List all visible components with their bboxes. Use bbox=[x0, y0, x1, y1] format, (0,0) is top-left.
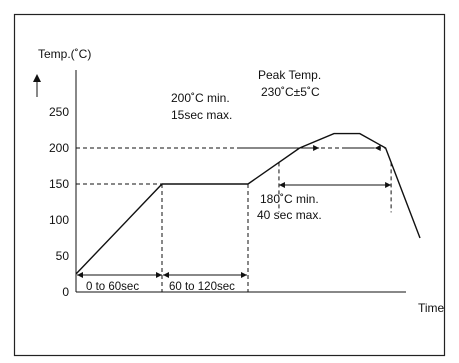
chart-border bbox=[13, 13, 446, 357]
above180-duration-arrow-head-left bbox=[278, 182, 285, 188]
guide-lines bbox=[76, 147, 392, 292]
above200-label-line2: 15sec max. bbox=[171, 108, 232, 122]
above180-label-line2: 40 sec max. bbox=[257, 208, 322, 222]
duration-markers bbox=[77, 145, 392, 278]
x-axis-label: Time bbox=[418, 301, 445, 315]
peak-label-line2: 230˚C±5˚C bbox=[261, 85, 320, 99]
y-tick-label: 100 bbox=[49, 213, 69, 227]
soak-duration-arrow-head-left bbox=[163, 272, 169, 278]
above200-arrow-left-head bbox=[313, 145, 320, 151]
above180-label-line1: 180˚C min. bbox=[260, 192, 319, 206]
y-tick-label: 150 bbox=[49, 177, 69, 191]
preheat-duration-arrow-head-left bbox=[77, 272, 83, 278]
preheat-duration-arrow-head-right bbox=[156, 272, 162, 278]
soak-time-label: 60 to 120sec bbox=[169, 281, 235, 293]
y-tick-label: 200 bbox=[49, 141, 69, 155]
soak-duration-arrow-head-right bbox=[241, 272, 247, 278]
preheat-time-label: 0 to 60sec bbox=[86, 281, 139, 293]
profile-series bbox=[75, 132, 421, 275]
y-axis-label: Temp.(˚C) bbox=[38, 47, 91, 61]
peak-label-line1: Peak Temp. bbox=[258, 68, 321, 82]
profile-line bbox=[75, 132, 421, 275]
above200-arrow-right-head bbox=[374, 145, 381, 151]
y-tick-label: 50 bbox=[56, 249, 70, 263]
y-axis-arrow-head bbox=[33, 74, 41, 82]
y-tick-label: 0 bbox=[62, 285, 69, 299]
y-tick-labels: 0 50 100 150 200 250 bbox=[49, 105, 69, 299]
above180-duration-arrow-head-right bbox=[385, 182, 392, 188]
above200-label-line1: 200˚C min. bbox=[171, 91, 230, 105]
y-tick-label: 250 bbox=[49, 105, 69, 119]
